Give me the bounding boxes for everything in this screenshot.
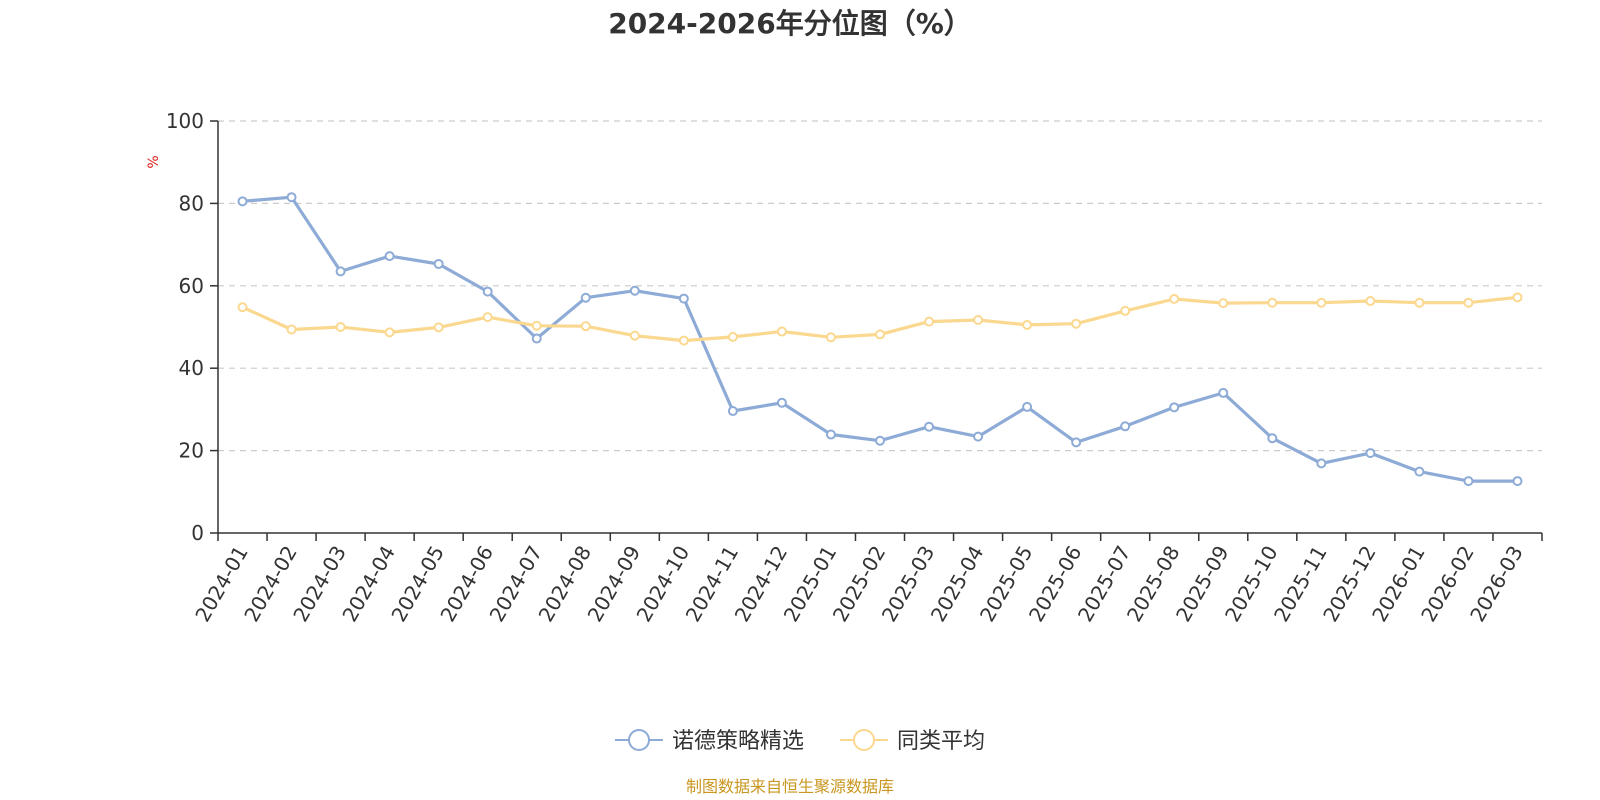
y-tick-label-100: 100: [166, 109, 204, 133]
data-point[interactable]: [1463, 476, 1474, 487]
data-point[interactable]: [1316, 297, 1327, 308]
data-point[interactable]: [580, 321, 591, 332]
data-point[interactable]: [678, 335, 689, 346]
legend-item-1[interactable]: 同类平均: [840, 729, 985, 754]
data-point[interactable]: [678, 293, 689, 304]
y-axis-ticks: 0 20 40 60 80 100: [166, 109, 218, 545]
data-point[interactable]: [875, 435, 885, 446]
data-point[interactable]: [1120, 305, 1131, 316]
y-tick-label-60: 60: [179, 274, 204, 298]
data-point[interactable]: [1365, 448, 1376, 459]
data-point[interactable]: [727, 406, 738, 417]
data-point[interactable]: [1414, 466, 1425, 477]
data-point[interactable]: [1512, 476, 1523, 487]
data-point[interactable]: [825, 429, 836, 440]
data-point[interactable]: [433, 258, 444, 269]
data-point[interactable]: [482, 286, 493, 297]
y-tick-label-0: 0: [191, 521, 204, 545]
legend-marker: [628, 729, 650, 751]
data-point[interactable]: [1512, 292, 1523, 303]
legend-item-0[interactable]: 诺德策略精选: [615, 729, 804, 754]
data-point[interactable]: [286, 192, 297, 203]
data-point[interactable]: [433, 322, 444, 333]
data-point[interactable]: [1267, 433, 1278, 444]
series-1: [237, 292, 1523, 346]
legend-label: 同类平均: [897, 729, 985, 754]
data-point[interactable]: [727, 331, 738, 342]
data-point[interactable]: [335, 266, 346, 277]
series-0: [237, 192, 1523, 487]
grid-lines: [218, 120, 1542, 452]
data-point[interactable]: [973, 431, 984, 442]
data-point[interactable]: [629, 330, 640, 341]
data-point[interactable]: [580, 292, 591, 303]
data-point[interactable]: [924, 316, 935, 327]
y-tick-label-20: 20: [179, 439, 204, 463]
chart-title: 2024-2026年分位图（%）: [608, 7, 972, 40]
data-point[interactable]: [335, 322, 346, 332]
data-point[interactable]: [1316, 458, 1327, 469]
legend-label: 诺德策略精选: [672, 729, 804, 754]
data-point[interactable]: [384, 251, 395, 262]
legend[interactable]: 诺德策略精选 同类平均: [615, 729, 985, 754]
data-point[interactable]: [1022, 401, 1033, 412]
data-point[interactable]: [825, 332, 836, 343]
data-point[interactable]: [1071, 318, 1082, 329]
data-point[interactable]: [973, 314, 984, 325]
data-point[interactable]: [1120, 421, 1131, 432]
data-point[interactable]: [776, 326, 787, 337]
data-point[interactable]: [1218, 298, 1229, 309]
data-point[interactable]: [237, 196, 248, 207]
data-point[interactable]: [482, 312, 493, 323]
data-point[interactable]: [237, 302, 248, 313]
y-tick-label-80: 80: [179, 191, 204, 215]
y-tick-label-40: 40: [179, 356, 204, 380]
data-point[interactable]: [531, 333, 542, 344]
data-point[interactable]: [1267, 297, 1278, 308]
data-point[interactable]: [1463, 297, 1474, 308]
data-point[interactable]: [1218, 387, 1229, 398]
legend-marker: [853, 729, 875, 751]
y-axis-unit-label: %: [146, 155, 162, 168]
data-point[interactable]: [776, 397, 787, 408]
data-point[interactable]: [1169, 402, 1180, 413]
data-point[interactable]: [875, 329, 885, 340]
data-point[interactable]: [384, 327, 395, 338]
data-point[interactable]: [1022, 319, 1033, 330]
data-point[interactable]: [924, 421, 935, 432]
series-layer: [237, 192, 1523, 487]
data-point[interactable]: [1071, 437, 1082, 448]
data-point[interactable]: [629, 285, 640, 296]
data-point[interactable]: [531, 320, 542, 331]
data-point[interactable]: [1414, 297, 1425, 308]
axes: [217, 121, 1542, 534]
data-source-note: 制图数据来自恒生聚源数据库: [686, 777, 894, 796]
data-point[interactable]: [286, 324, 297, 335]
x-axis-ticks: 2024-012024-022024-032024-042024-052024-…: [190, 533, 1543, 626]
data-point[interactable]: [1365, 296, 1376, 307]
data-point[interactable]: [1169, 293, 1180, 304]
